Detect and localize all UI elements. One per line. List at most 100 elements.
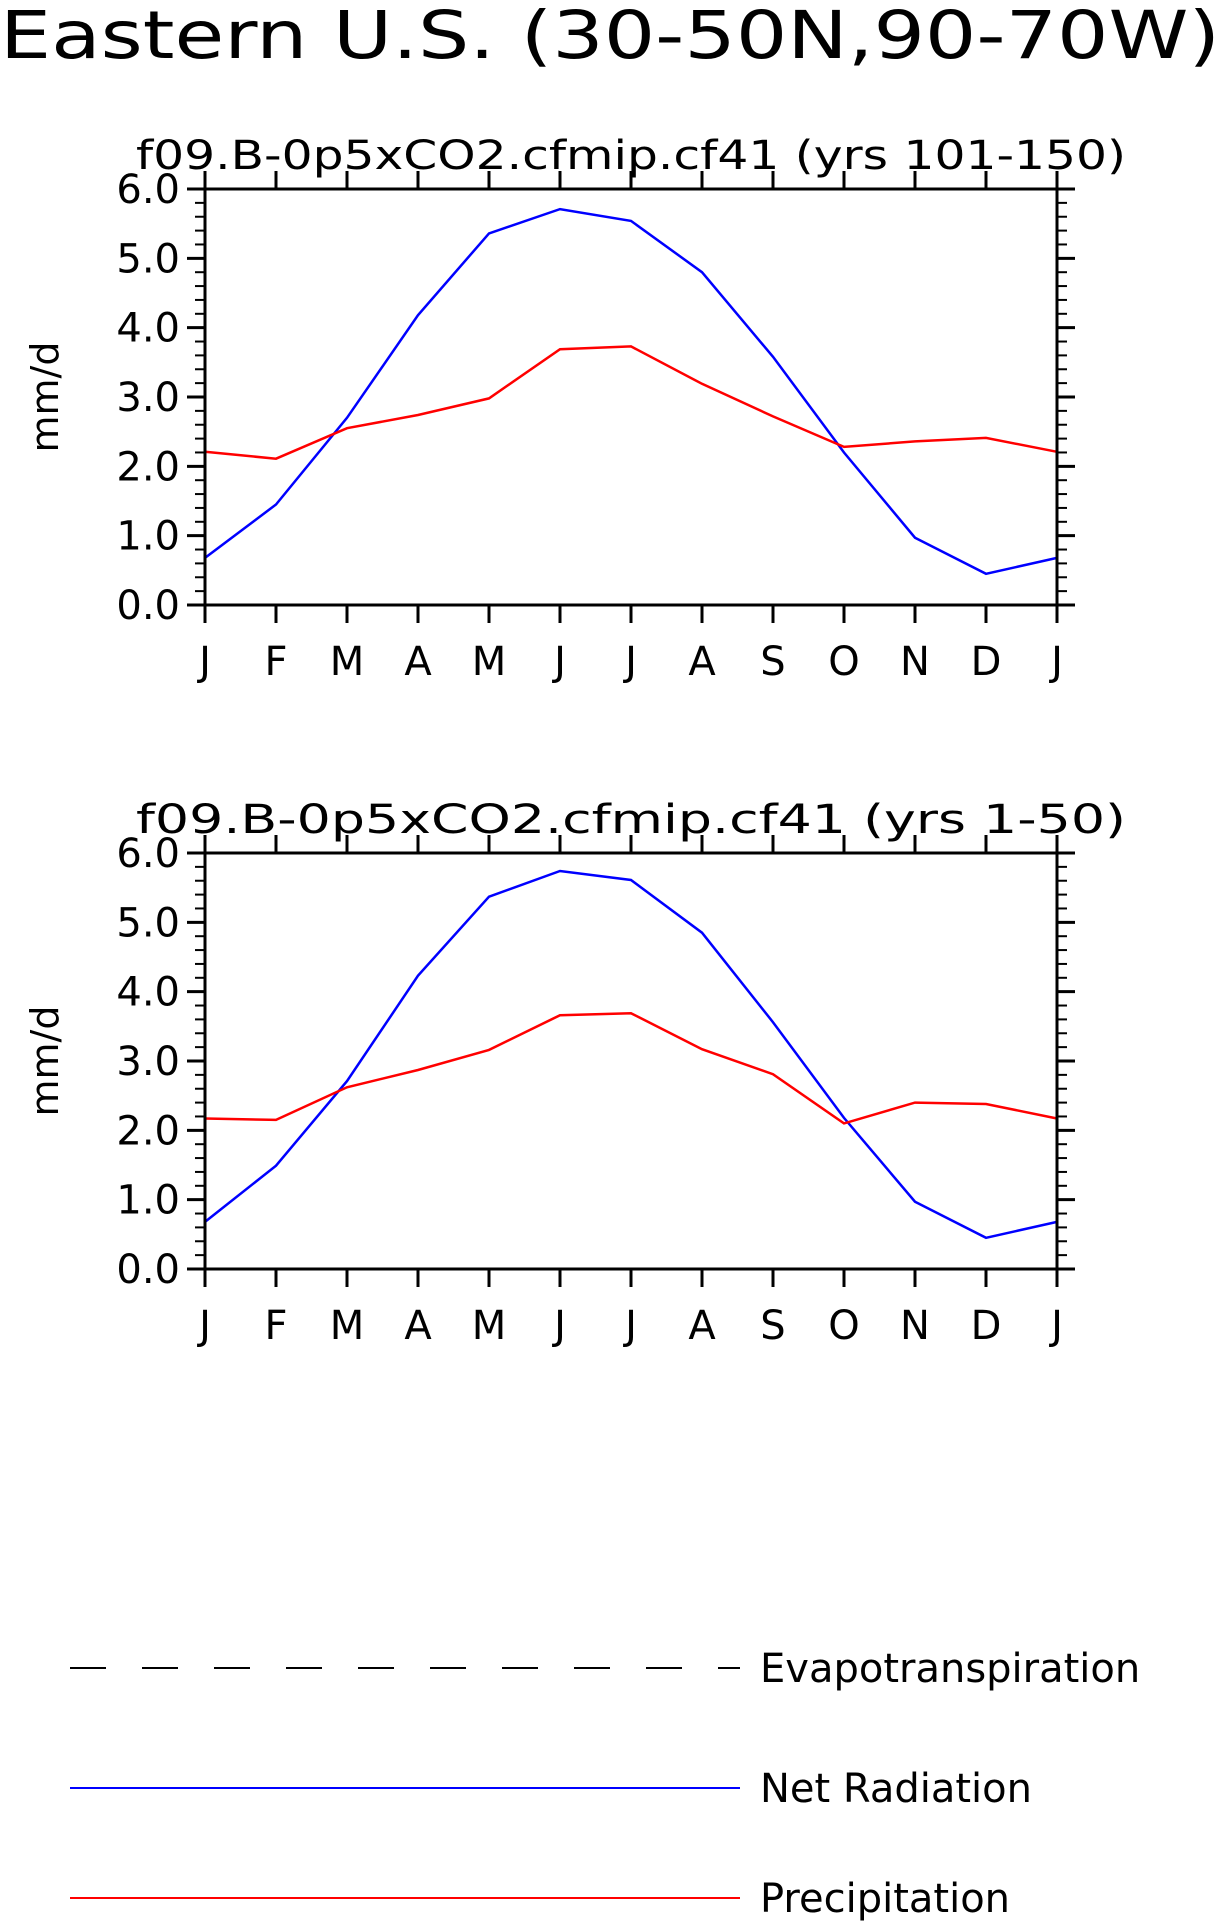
legend-item-evapotranspiration: Evapotranspiration	[70, 1646, 1140, 1692]
series-line-precipitation	[204, 1011, 1058, 1125]
x-tick-label: A	[688, 639, 716, 685]
y-tick-label: 6.0	[116, 831, 180, 877]
y-tick-label: 0.0	[116, 583, 180, 629]
x-tick-label: O	[828, 1303, 859, 1349]
data-point	[914, 1201, 915, 1202]
data-point	[985, 573, 986, 574]
plot-frame	[203, 851, 1059, 1271]
series-line-net-radiation	[204, 207, 1058, 576]
data-point	[559, 349, 560, 350]
data-point	[346, 1081, 347, 1082]
y-tick-label: 3.0	[116, 1039, 180, 1085]
x-tick-label: F	[264, 1303, 287, 1349]
x-tick-label: M	[472, 1303, 507, 1349]
y-tick-label: 2.0	[116, 444, 180, 490]
data-point	[772, 1074, 773, 1075]
x-tick-label: O	[828, 639, 859, 685]
y-tick-label: 5.0	[116, 900, 180, 946]
data-point	[985, 1103, 986, 1104]
data-point	[914, 537, 915, 538]
data-point	[346, 417, 347, 418]
data-point	[488, 233, 489, 234]
data-point	[417, 975, 418, 976]
data-point	[630, 879, 631, 880]
legend-label: Precipitation	[760, 1876, 1010, 1922]
y-axis-label: mm/d	[23, 342, 67, 453]
x-tick-label: S	[760, 639, 785, 685]
data-point	[772, 416, 773, 417]
data-point	[346, 428, 347, 429]
figure-title: Eastern U.S. (30-50N,90-70W)	[0, 0, 1220, 74]
x-tick-label: J	[551, 639, 566, 685]
data-point	[772, 1022, 773, 1023]
plot-frame	[203, 187, 1059, 607]
data-point	[630, 220, 631, 221]
data-point	[275, 504, 276, 505]
x-tick-label: A	[404, 639, 432, 685]
data-point	[985, 437, 986, 438]
chart-panel-1: f09.B-0p5xCO2.cfmip.cf41 (yrs 101-150)mm…	[23, 133, 1126, 685]
x-tick-label: M	[330, 639, 365, 685]
data-point	[417, 1069, 418, 1070]
legend-item-precipitation: Precipitation	[70, 1876, 1010, 1922]
x-tick-label: J	[622, 639, 637, 685]
data-point	[559, 1015, 560, 1016]
data-point	[275, 1119, 276, 1120]
data-point	[559, 870, 560, 871]
data-point	[701, 1049, 702, 1050]
y-tick-label: 1.0	[116, 514, 180, 560]
data-point	[701, 383, 702, 384]
data-point	[843, 1117, 844, 1118]
y-tick-label: 6.0	[116, 167, 180, 213]
data-point	[559, 209, 560, 210]
data-point	[843, 452, 844, 453]
x-tick-label: S	[760, 1303, 785, 1349]
data-point	[488, 1049, 489, 1050]
chart-panel-2: f09.B-0p5xCO2.cfmip.cf41 (yrs 1-50)mm/d0…	[23, 797, 1126, 1349]
data-point	[843, 1123, 844, 1124]
series-line-net-radiation	[204, 869, 1058, 1240]
data-point	[346, 1087, 347, 1088]
x-tick-label: N	[900, 1303, 930, 1349]
x-tick-label: N	[900, 639, 930, 685]
legend-item-net-radiation: Net Radiation	[70, 1766, 1032, 1812]
data-point	[630, 1013, 631, 1014]
data-point	[772, 356, 773, 357]
series-line-precipitation	[204, 345, 1058, 460]
y-tick-label: 2.0	[116, 1108, 180, 1154]
data-point	[701, 272, 702, 273]
x-tick-label: J	[622, 1303, 637, 1349]
y-tick-label: 1.0	[116, 1178, 180, 1224]
data-point	[630, 346, 631, 347]
data-point	[417, 414, 418, 415]
y-tick-label: 3.0	[116, 375, 180, 421]
x-tick-label: F	[264, 639, 287, 685]
x-tick-label: A	[688, 1303, 716, 1349]
x-tick-label: J	[196, 1303, 211, 1349]
x-tick-label: D	[971, 1303, 1002, 1349]
legend-label: Net Radiation	[760, 1766, 1032, 1812]
y-tick-label: 5.0	[116, 236, 180, 282]
data-point	[488, 398, 489, 399]
data-point	[701, 932, 702, 933]
data-point	[488, 896, 489, 897]
x-tick-label: D	[971, 639, 1002, 685]
data-point	[275, 1165, 276, 1166]
data-point	[914, 1102, 915, 1103]
y-tick-label: 4.0	[116, 970, 180, 1016]
x-tick-label: J	[551, 1303, 566, 1349]
legend-label: Evapotranspiration	[760, 1646, 1140, 1692]
y-tick-label: 4.0	[116, 306, 180, 352]
x-tick-label: J	[196, 639, 211, 685]
data-point	[417, 315, 418, 316]
y-axis-label: mm/d	[23, 1006, 67, 1117]
data-point	[985, 1237, 986, 1238]
x-tick-label: M	[330, 1303, 365, 1349]
x-tick-label: J	[1048, 1303, 1063, 1349]
data-point	[914, 441, 915, 442]
x-tick-label: M	[472, 639, 507, 685]
data-point	[843, 446, 844, 447]
data-point	[275, 458, 276, 459]
x-tick-label: A	[404, 1303, 432, 1349]
